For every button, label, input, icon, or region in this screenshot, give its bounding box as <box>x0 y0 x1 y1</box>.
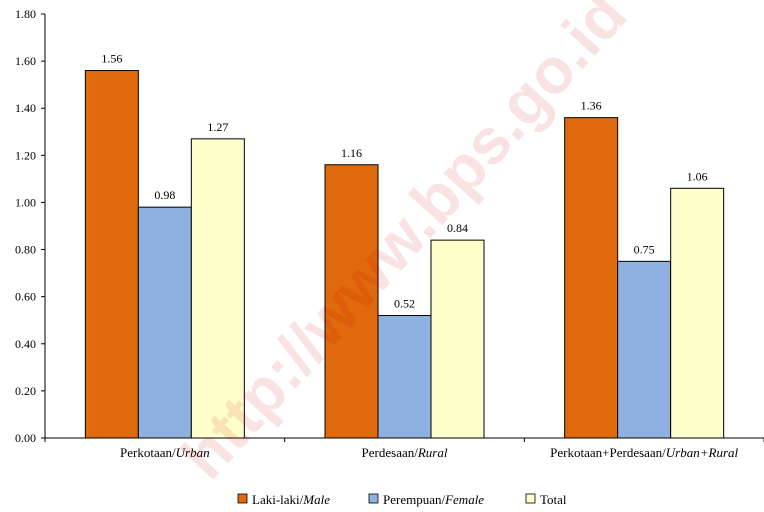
y-tick-label: 1.40 <box>15 101 36 115</box>
bar <box>324 164 379 439</box>
y-tick-label: 1.80 <box>15 7 36 21</box>
bar <box>190 138 245 439</box>
data-label: 1.56 <box>101 52 122 66</box>
data-label: 1.36 <box>581 99 602 113</box>
data-label: 0.52 <box>394 297 415 311</box>
y-tick-label: 0.60 <box>15 290 36 304</box>
y-tick-label: 0.80 <box>15 243 36 257</box>
legend-swatch <box>237 493 248 504</box>
x-category-label: Perkotaan+Perdesaan/Urban+Rural <box>550 445 738 460</box>
y-tick-label: 1.60 <box>15 54 36 68</box>
legend-label: Total <box>540 492 567 507</box>
bar <box>377 315 432 439</box>
data-label: 1.27 <box>207 120 228 134</box>
y-tick-label: 1.20 <box>15 148 36 162</box>
legend-swatch <box>525 493 536 504</box>
y-tick-label: 0.00 <box>15 431 36 445</box>
x-category-label: Perdesaan/Rural <box>362 445 448 460</box>
bar <box>617 260 672 439</box>
data-label: 0.75 <box>634 242 655 256</box>
x-category-label: Perkotaan/Urban <box>120 445 210 460</box>
legend-label: Perempuan/Female <box>383 492 484 507</box>
bar <box>137 206 192 439</box>
bar <box>84 70 139 439</box>
y-tick-label: 1.00 <box>15 195 36 209</box>
legend-label: Laki-laki/Male <box>252 492 330 507</box>
bar <box>564 117 619 439</box>
y-tick-label: 0.20 <box>15 384 36 398</box>
data-label: 1.16 <box>341 146 362 160</box>
bar <box>670 187 725 439</box>
legend-swatch <box>368 493 379 504</box>
y-tick-label: 0.40 <box>15 337 36 351</box>
data-label: 0.84 <box>447 221 468 235</box>
data-label: 1.06 <box>687 169 708 183</box>
data-label: 0.98 <box>154 188 175 202</box>
bar <box>430 239 485 439</box>
